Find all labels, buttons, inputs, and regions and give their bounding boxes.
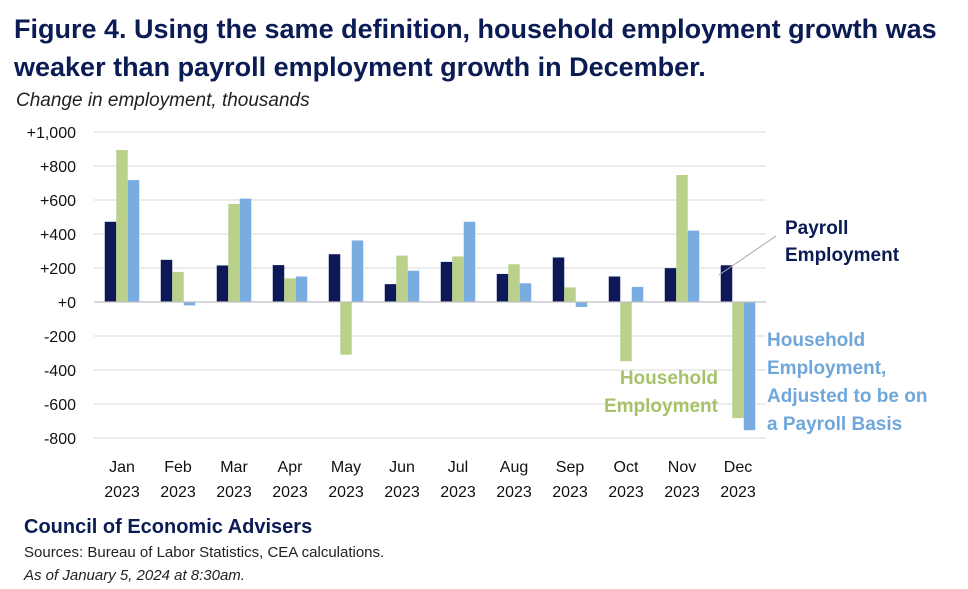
bar-household <box>228 203 240 302</box>
x-tick-year: 2023 <box>328 484 364 501</box>
x-tick-year: 2023 <box>664 484 700 501</box>
x-tick-month: Mar <box>220 459 248 476</box>
x-tick-month: Dec <box>724 459 752 476</box>
x-tick-month: Jul <box>448 459 468 476</box>
bar-payroll <box>552 257 565 302</box>
bar-payroll <box>608 276 621 302</box>
x-tick-month: Oct <box>614 459 639 476</box>
bar-payroll <box>160 259 173 302</box>
y-tick-label: +400 <box>40 227 76 244</box>
bar-household <box>564 287 576 302</box>
payroll-series-label: Payroll Employment <box>785 218 900 266</box>
x-tick-month: Aug <box>500 459 528 476</box>
bar-payroll <box>272 265 285 302</box>
bar-adjusted <box>407 270 420 302</box>
bar-adjusted <box>295 276 308 302</box>
x-tick-year: 2023 <box>496 484 532 501</box>
household-series-label: Household Employment <box>604 368 719 417</box>
x-tick-month: Jun <box>389 459 415 476</box>
bar-household <box>620 302 632 362</box>
bar-adjusted <box>519 283 532 302</box>
bar-household <box>116 150 128 302</box>
bar-payroll <box>720 265 733 302</box>
x-tick-year: 2023 <box>272 484 308 501</box>
x-tick-month: Sep <box>556 459 585 476</box>
bar-payroll <box>384 284 397 302</box>
x-tick-year: 2023 <box>104 484 140 501</box>
bar-adjusted <box>743 302 756 431</box>
sources-note: Sources: Bureau of Labor Statistics, CEA… <box>24 544 385 561</box>
bar-adjusted <box>127 180 140 302</box>
y-tick-label: +0 <box>58 295 76 312</box>
x-tick-month: Apr <box>278 459 304 476</box>
bar-payroll <box>328 254 341 302</box>
y-tick-label: +1,000 <box>27 125 76 142</box>
bar-household <box>396 255 408 302</box>
y-tick-label: -800 <box>44 431 76 448</box>
payroll-label-leader <box>718 235 777 276</box>
x-tick-month: Feb <box>164 459 192 476</box>
bar-household <box>284 278 296 302</box>
y-tick-label: +200 <box>40 261 76 278</box>
adjusted-series-label: Household Employment, Adjusted to be on a P… <box>767 330 927 435</box>
x-tick-year: 2023 <box>608 484 644 501</box>
x-tick-month: Nov <box>668 459 696 476</box>
y-tick-label: +600 <box>40 193 76 210</box>
x-tick-month: May <box>331 459 361 476</box>
bar-household <box>452 256 464 302</box>
y-tick-label: +800 <box>40 159 76 176</box>
bar-adjusted <box>351 240 364 302</box>
y-tick-label: -400 <box>44 363 76 380</box>
x-tick-year: 2023 <box>384 484 420 501</box>
bar-adjusted <box>631 286 644 302</box>
x-tick-month: Jan <box>109 459 135 476</box>
as-of-note: As of January 5, 2024 at 8:30am. <box>24 567 245 584</box>
bar-adjusted <box>183 302 196 306</box>
bar-payroll <box>664 268 677 302</box>
x-tick-year: 2023 <box>216 484 252 501</box>
source-organization: Council of Economic Advisers <box>24 516 313 538</box>
chart-title: Figure 4. Using the same definition, hou… <box>14 14 937 82</box>
bar-household <box>676 175 688 302</box>
bar-payroll <box>440 261 453 302</box>
bar-household <box>172 271 184 302</box>
bar-household <box>340 302 352 355</box>
x-tick-year: 2023 <box>720 484 756 501</box>
bar-payroll <box>216 265 229 302</box>
bar-adjusted <box>687 230 700 302</box>
bar-adjusted <box>463 221 476 302</box>
bar-adjusted <box>575 302 588 307</box>
bar-household <box>732 302 744 419</box>
y-tick-label: -600 <box>44 397 76 414</box>
bar-payroll <box>496 273 509 302</box>
bar-payroll <box>104 221 117 302</box>
bar-household <box>508 264 520 302</box>
bar-adjusted <box>239 198 252 302</box>
y-tick-label: -200 <box>44 329 76 346</box>
x-tick-year: 2023 <box>440 484 476 501</box>
y-axis-label: Change in employment, thousands <box>16 90 310 111</box>
x-tick-year: 2023 <box>160 484 196 501</box>
x-tick-year: 2023 <box>552 484 588 501</box>
